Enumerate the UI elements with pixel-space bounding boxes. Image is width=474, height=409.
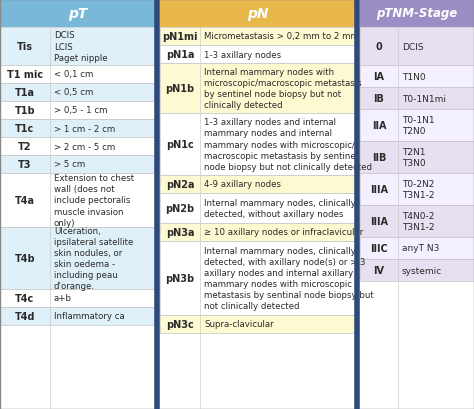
Text: 1-3 axillary nodes: 1-3 axillary nodes <box>204 50 281 59</box>
Bar <box>0 0 155 28</box>
Text: pN1c: pN1c <box>166 139 194 150</box>
Bar <box>0 155 155 173</box>
Text: pN2b: pN2b <box>165 204 194 213</box>
Text: pN1a: pN1a <box>166 50 194 60</box>
Text: T1a: T1a <box>15 88 35 98</box>
Text: IIIC: IIIC <box>370 243 388 254</box>
Bar <box>0 84 155 102</box>
Bar <box>360 66 474 88</box>
Text: > 2 cm - 5 cm: > 2 cm - 5 cm <box>54 142 115 151</box>
Text: Micrometastasis > 0,2 mm to 2 mm: Micrometastasis > 0,2 mm to 2 mm <box>204 32 359 41</box>
Text: Tis: Tis <box>17 42 33 52</box>
Text: IV: IV <box>374 265 384 275</box>
Bar <box>360 28 474 66</box>
Bar <box>160 28 355 46</box>
Bar <box>160 223 355 241</box>
Text: IIA: IIA <box>372 121 386 131</box>
Bar <box>160 175 355 193</box>
Bar <box>160 46 355 64</box>
Bar <box>0 138 155 155</box>
Text: IIB: IIB <box>372 153 386 163</box>
Bar <box>360 173 474 205</box>
Bar <box>0 173 155 227</box>
Text: a+b: a+b <box>54 294 72 303</box>
Text: Internal mammary nodes with
microscopic/macroscopic metastasis
by sentinel node : Internal mammary nodes with microscopic/… <box>204 67 362 110</box>
Text: Ulceration,
ipsilateral satellite
skin nodules, or
skin oedema -
including peau
: Ulceration, ipsilateral satellite skin n… <box>54 226 133 290</box>
Bar <box>160 193 355 223</box>
Text: IA: IA <box>374 72 384 82</box>
Bar <box>0 307 155 325</box>
Text: T1 mic: T1 mic <box>7 70 43 80</box>
Text: anyT N3: anyT N3 <box>402 244 439 253</box>
Text: T4d: T4d <box>15 311 35 321</box>
Text: T1c: T1c <box>15 124 35 134</box>
Text: IIIA: IIIA <box>370 216 388 227</box>
Text: Supra-clavicular: Supra-clavicular <box>204 320 273 329</box>
Text: pN3c: pN3c <box>166 319 194 329</box>
Text: < 0,5 cm: < 0,5 cm <box>54 88 93 97</box>
Text: pN3b: pN3b <box>165 273 194 283</box>
Bar <box>360 110 474 142</box>
Text: T0-1N1
T2N0: T0-1N1 T2N0 <box>402 116 435 136</box>
Bar <box>0 289 155 307</box>
Text: Extension to chest
wall (does not
include pectoralis
muscle invasion
only): Extension to chest wall (does not includ… <box>54 174 134 227</box>
Bar <box>360 88 474 110</box>
Text: T1b: T1b <box>15 106 35 116</box>
Text: 1-3 axillary nodes and internal
mammary nodes and internal
mammary nodes with mi: 1-3 axillary nodes and internal mammary … <box>204 118 372 171</box>
Bar <box>160 315 355 333</box>
Text: pN3a: pN3a <box>166 227 194 237</box>
Text: T0-1N1mi: T0-1N1mi <box>402 94 446 103</box>
Text: pN2a: pN2a <box>166 180 194 189</box>
Bar <box>0 120 155 138</box>
Bar <box>0 66 155 84</box>
Text: Internal mammary nodes, clinically
detected, with axillary node(s) or > 3
axilla: Internal mammary nodes, clinically detec… <box>204 246 374 310</box>
Text: T4b: T4b <box>15 254 35 263</box>
Bar <box>360 205 474 237</box>
Bar <box>160 64 355 114</box>
Text: < 0,1 cm: < 0,1 cm <box>54 70 93 79</box>
Text: > 0,5 - 1 cm: > 0,5 - 1 cm <box>54 106 108 115</box>
Bar <box>160 241 355 315</box>
Text: pN: pN <box>247 7 268 21</box>
Text: T4N0-2
T3N1-2: T4N0-2 T3N1-2 <box>402 211 435 231</box>
Text: pN1mi: pN1mi <box>162 32 198 42</box>
Text: IB: IB <box>374 94 384 104</box>
Text: T2: T2 <box>18 142 32 152</box>
Text: T3: T3 <box>18 160 32 170</box>
Bar <box>360 142 474 173</box>
Bar <box>160 0 355 28</box>
Text: pTNM-Stage: pTNM-Stage <box>376 7 457 20</box>
Text: 0: 0 <box>375 42 383 52</box>
Text: systemic: systemic <box>402 266 442 275</box>
Bar <box>160 114 355 175</box>
Text: DCIS
LCIS
Paget nipple: DCIS LCIS Paget nipple <box>54 31 108 63</box>
Text: pN1b: pN1b <box>165 84 194 94</box>
Text: T1N0: T1N0 <box>402 72 426 81</box>
Text: Inflammatory ca: Inflammatory ca <box>54 312 125 321</box>
Text: Internal mammary nodes, clinically
detected, without axillary nodes: Internal mammary nodes, clinically detec… <box>204 198 356 218</box>
Text: > 1 cm - 2 cm: > 1 cm - 2 cm <box>54 124 115 133</box>
Bar <box>0 227 155 289</box>
Bar <box>0 28 155 66</box>
Bar <box>360 237 474 259</box>
Text: ≥ 10 axillary nodes or infraclavicular: ≥ 10 axillary nodes or infraclavicular <box>204 228 363 237</box>
Text: pT: pT <box>68 7 87 21</box>
Text: 4-9 axillary nodes: 4-9 axillary nodes <box>204 180 281 189</box>
Text: T4c: T4c <box>15 293 35 303</box>
Text: > 5 cm: > 5 cm <box>54 160 85 169</box>
Bar <box>0 102 155 120</box>
Text: DCIS: DCIS <box>402 43 423 52</box>
Text: T0-2N2
T3N1-2: T0-2N2 T3N1-2 <box>402 180 435 200</box>
Text: IIIA: IIIA <box>370 184 388 195</box>
Bar <box>360 259 474 281</box>
Bar <box>360 0 474 28</box>
Text: T4a: T4a <box>15 196 35 205</box>
Text: T2N1
T3N0: T2N1 T3N0 <box>402 148 426 168</box>
